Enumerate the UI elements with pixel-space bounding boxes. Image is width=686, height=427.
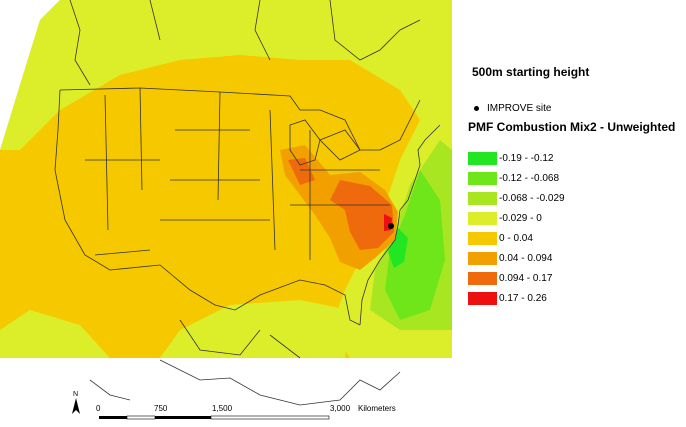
scale-unit: Kilometers (358, 404, 396, 413)
legend-label: 0 - 0.04 (499, 232, 533, 244)
legend-item: -0.12 - -0.068 (468, 168, 565, 188)
improve-site-marker[interactable] (388, 223, 394, 229)
map-title: 500m starting height (472, 65, 590, 79)
contour-map: N 0 750 1,500 3,000 Kilometers (0, 0, 452, 427)
legend-item: -0.19 - -0.12 (468, 148, 565, 168)
legend-item: -0.029 - 0 (468, 208, 565, 228)
legend-list: -0.19 - -0.12 -0.12 - -0.068 -0.068 - -0… (468, 148, 565, 308)
field-neg0.12-neg0.068 (385, 170, 445, 320)
field-neg0.029-0-north (0, 0, 452, 150)
legend-item: 0.094 - 0.17 (468, 268, 565, 288)
field-0-0.04 (0, 0, 452, 358)
legend-item: 0.04 - 0.094 (468, 248, 565, 268)
legend-swatch (468, 211, 497, 225)
legend-label: -0.068 - -0.029 (499, 192, 565, 204)
legend-label: 0.17 - 0.26 (499, 292, 547, 304)
no-data-northwest (0, 0, 58, 130)
north-arrow: N (72, 391, 80, 414)
legend-item: -0.068 - -0.029 (468, 188, 565, 208)
legend-swatch (468, 251, 497, 265)
legend-label: -0.19 - -0.12 (499, 152, 554, 164)
legend-label: -0.12 - -0.068 (499, 172, 560, 184)
field-neg0.029-0-gulf (160, 300, 350, 358)
legend-label: -0.029 - 0 (499, 212, 542, 224)
legend-item: 0 - 0.04 (468, 228, 565, 248)
legend-label: 0.094 - 0.17 (499, 272, 553, 284)
site-dot-icon (474, 105, 479, 111)
legend-swatch (468, 171, 497, 185)
legend-title: PMF Combustion Mix2 - Unweighted (468, 120, 676, 134)
scale-bar: 0 750 1,500 3,000 Kilometers (96, 404, 396, 420)
field-neg0.19-neg0.12 (388, 228, 408, 268)
map-panel: N 0 750 1,500 3,000 Kilometers (0, 0, 452, 427)
legend-item: 0.17 - 0.26 (468, 288, 565, 308)
site-key-label: IMPROVE site (487, 102, 552, 114)
legend-swatch (468, 151, 497, 165)
north-label: N (73, 391, 78, 398)
borders (54, 0, 441, 406)
site-key: IMPROVE site (474, 101, 551, 115)
no-data-area (0, 358, 452, 427)
scale-tick-0: 0 (96, 404, 101, 413)
legend-panel: 500m starting height IMPROVE site PMF Co… (452, 0, 686, 427)
legend-swatch (468, 271, 497, 285)
legend-swatch (468, 231, 497, 245)
scale-tick-750: 750 (154, 404, 168, 413)
field-0.094-0.17-west (288, 158, 315, 185)
legend-swatch (468, 191, 497, 205)
legend-label: 0.04 - 0.094 (499, 252, 553, 264)
scale-tick-3000: 3,000 (330, 404, 351, 413)
field-neg0.029-0-southwest (0, 310, 110, 358)
field-0.094-0.17 (330, 180, 394, 250)
scale-tick-1500: 1,500 (212, 404, 233, 413)
legend-swatch (468, 291, 497, 305)
